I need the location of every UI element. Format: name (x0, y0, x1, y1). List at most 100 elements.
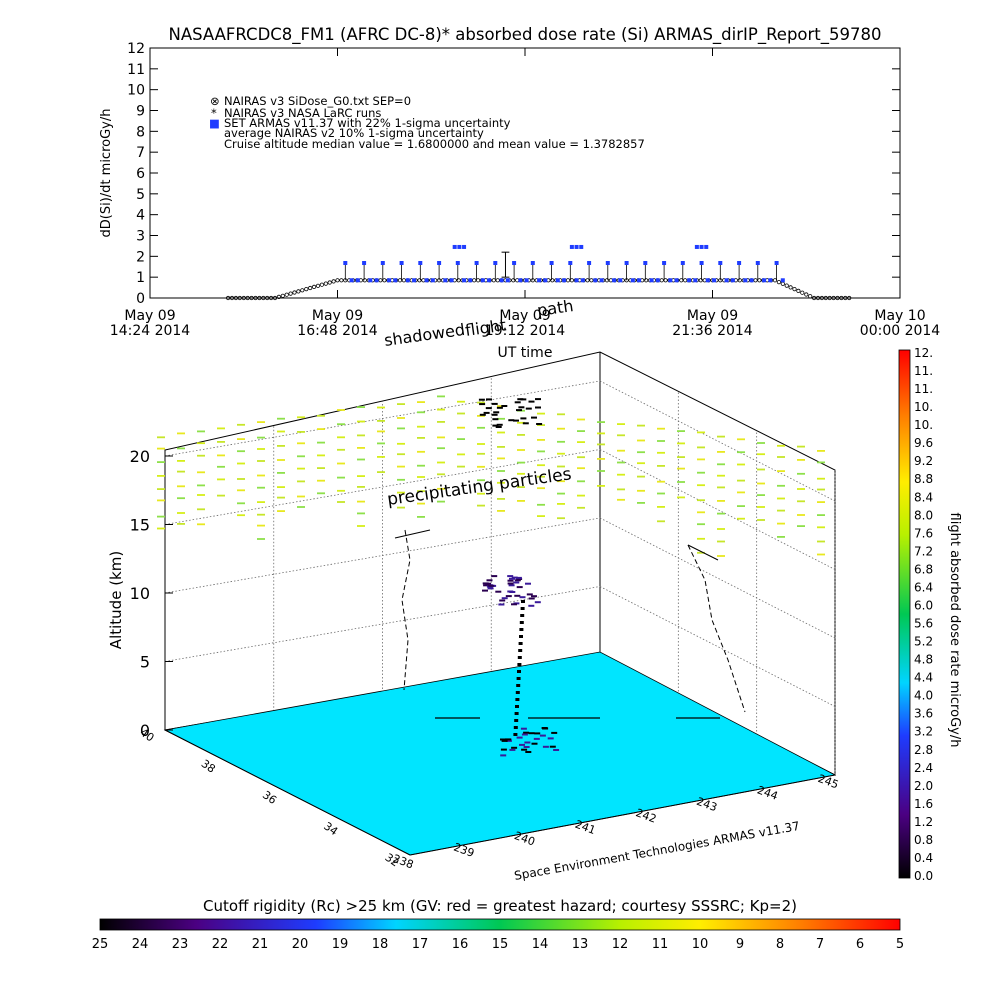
dose-tick-label: 1.6 (914, 797, 933, 811)
armas-point (480, 278, 485, 283)
nairas-point (253, 295, 258, 301)
particle-marker (157, 475, 165, 477)
back-wall-gridline (164, 586, 601, 662)
particle-marker (517, 472, 525, 475)
nairas-point (788, 285, 793, 290)
chart-title: NASAAFRCDC8_FM1 (AFRC DC-8)* absorbed do… (168, 25, 881, 45)
particle-marker (537, 424, 545, 426)
particle-marker (717, 540, 725, 543)
flight-segment (501, 597, 508, 600)
flight-segment (518, 649, 523, 652)
armas-point (718, 261, 723, 265)
nairas-point (229, 295, 235, 301)
y-tick-label: 8 (136, 124, 145, 140)
nairas-point (296, 289, 301, 294)
particle-marker (397, 491, 405, 494)
particle-marker (317, 454, 325, 457)
particle-marker (357, 500, 365, 503)
rc-tick-label: 15 (492, 937, 509, 952)
nairas-point (417, 278, 422, 283)
nairas-point (839, 295, 844, 301)
nairas-point (335, 278, 340, 283)
particle-marker (597, 421, 605, 423)
dose-tick-label: 6.0 (914, 598, 933, 612)
particle-marker (657, 520, 665, 523)
particle-marker (777, 470, 785, 472)
armas-point (537, 278, 542, 283)
flight-segment (517, 656, 522, 659)
flight-shadow-segment (514, 401, 521, 404)
dose-tick-label: 4.0 (914, 689, 933, 703)
particle-marker (557, 517, 565, 520)
particle-marker (517, 461, 525, 464)
x-tick-date: May 09 (499, 308, 550, 324)
back-wall-gridline (164, 449, 601, 525)
nairas-point (261, 295, 266, 301)
particle-marker (557, 480, 565, 483)
flight-segment (508, 584, 515, 587)
flight-segment (500, 754, 507, 757)
particle-marker (617, 423, 625, 425)
particle-marker (357, 406, 365, 408)
x-tick-time: 19:12 2014 (485, 323, 566, 339)
particle-marker (597, 485, 605, 487)
armas-point (680, 261, 685, 265)
particle-marker (437, 500, 445, 503)
particle-marker (737, 479, 745, 482)
flight-segment (549, 745, 556, 748)
flight-segment (514, 712, 519, 715)
particle-marker (217, 494, 225, 497)
particle-marker (217, 478, 225, 481)
particle-marker (337, 501, 345, 503)
particle-marker (717, 512, 725, 515)
flight-segment (485, 582, 492, 585)
particle-marker (497, 498, 505, 500)
flight-segment (487, 587, 494, 590)
particle-marker (217, 454, 225, 457)
particle-marker (617, 434, 625, 437)
flight-shadow-segment (513, 419, 519, 422)
particle-marker (777, 536, 785, 538)
flight-segment (495, 590, 502, 593)
particle-marker (297, 431, 305, 433)
particle-marker (477, 401, 485, 404)
nairas-point (663, 278, 668, 283)
flight-segment (523, 746, 530, 748)
flight-segment (525, 582, 531, 585)
particle-marker (557, 413, 565, 416)
particle-marker (477, 479, 485, 482)
particle-marker (797, 445, 805, 448)
nairas-point (565, 278, 571, 283)
particle-marker (477, 452, 485, 455)
particle-marker (257, 538, 265, 540)
y-tick-label: 6 (136, 166, 145, 182)
particle-marker (497, 470, 505, 472)
armas-point (512, 261, 517, 265)
flight-segment (524, 741, 531, 744)
nairas-point (331, 279, 336, 284)
particle-marker (817, 461, 825, 464)
armas-point (618, 278, 623, 283)
nairas-point (847, 295, 852, 301)
flight-path (394, 398, 746, 757)
flight-shadow-segment (491, 402, 498, 405)
legend-label-nairas-v2: average NAIRAS v2 10% 1-sigma uncertaint… (224, 126, 484, 140)
nairas-point (339, 278, 344, 283)
particle-marker (697, 537, 705, 540)
particle-marker (617, 498, 625, 501)
particle-marker (637, 462, 645, 465)
armas-point (649, 278, 654, 283)
flight-segment (514, 579, 521, 582)
rc-tick-label: 6 (856, 937, 864, 952)
particle-marker (777, 497, 785, 500)
flight-shadow-back-wall (401, 529, 411, 691)
particle-marker (197, 523, 205, 526)
particle-marker (697, 551, 705, 554)
flight-segment (528, 732, 535, 735)
nairas-point (241, 295, 246, 301)
particle-marker (177, 485, 185, 488)
x-tick-time: 14:24 2014 (110, 323, 191, 339)
rc-tick-label: 7 (816, 937, 824, 952)
